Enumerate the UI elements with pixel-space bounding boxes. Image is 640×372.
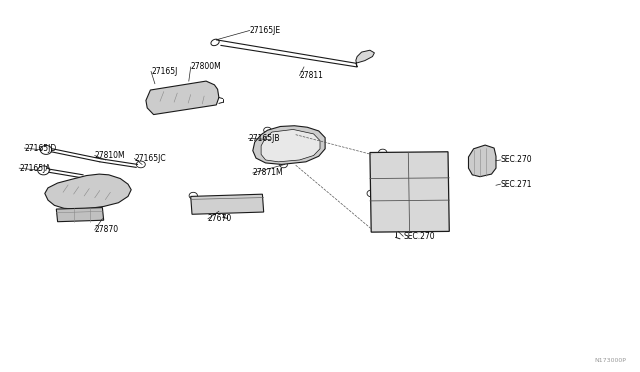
Text: 27165JD: 27165JD (24, 144, 56, 153)
Text: 27165JA: 27165JA (19, 164, 51, 173)
Polygon shape (56, 208, 104, 222)
Polygon shape (261, 129, 320, 162)
Text: 27165JE: 27165JE (250, 26, 281, 35)
Polygon shape (146, 81, 219, 115)
Text: SEC.271: SEC.271 (500, 180, 532, 189)
Text: SEC.270: SEC.270 (403, 232, 435, 241)
Text: 27871M: 27871M (253, 169, 284, 177)
Text: 27165J: 27165J (151, 67, 177, 76)
Polygon shape (468, 145, 496, 177)
Polygon shape (370, 152, 449, 232)
Text: 27165JC: 27165JC (134, 154, 166, 163)
Polygon shape (253, 126, 325, 164)
Text: SEC.270: SEC.270 (500, 155, 532, 164)
Polygon shape (191, 194, 264, 214)
Polygon shape (45, 174, 131, 209)
Text: 27670: 27670 (208, 214, 232, 223)
Polygon shape (356, 50, 374, 67)
Text: 27800M: 27800M (191, 62, 221, 71)
Text: 27811: 27811 (300, 71, 323, 80)
Text: N173000P: N173000P (594, 358, 626, 363)
Text: 27870: 27870 (95, 225, 119, 234)
Text: 27165JB: 27165JB (248, 134, 280, 143)
Text: 27810M: 27810M (95, 151, 125, 160)
